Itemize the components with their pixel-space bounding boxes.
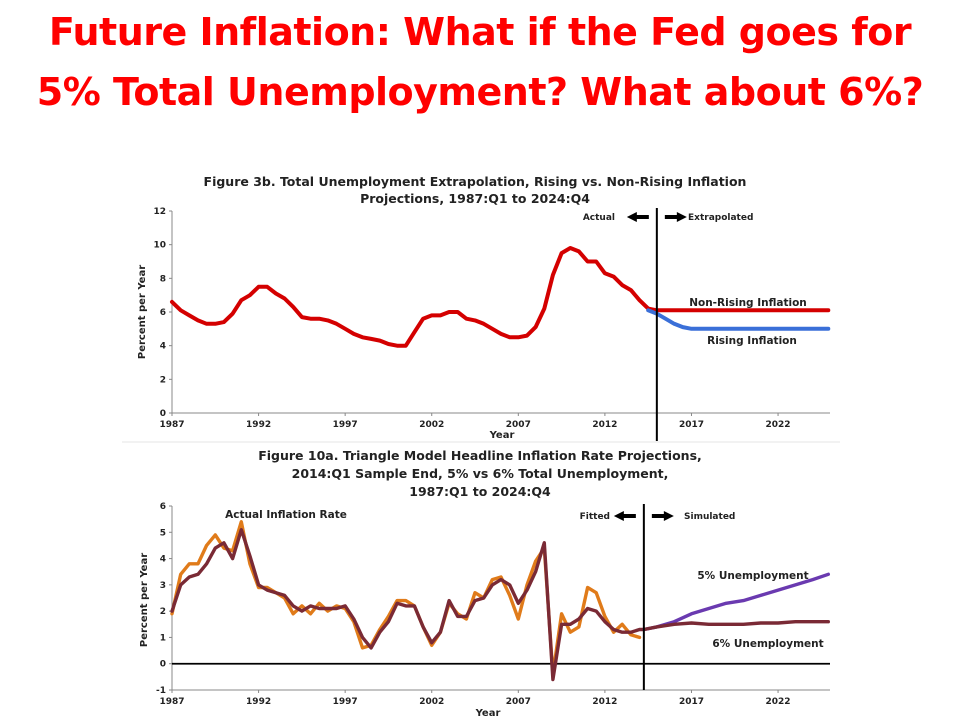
chart1-y-tick-label: 8 bbox=[160, 274, 166, 284]
chart1-x-tick-label: 1992 bbox=[246, 420, 271, 430]
chart2-title-line3: 1987:Q1 to 2024:Q4 bbox=[409, 484, 551, 499]
chart1-xlabel: Year bbox=[489, 430, 515, 441]
chart1-label-rising: Rising Inflation bbox=[707, 335, 797, 347]
chart2-annotation-fitted: Fitted bbox=[580, 512, 610, 522]
chart2-y-tick-label: 6 bbox=[160, 502, 166, 512]
chart1-y-tick-label: 0 bbox=[160, 409, 166, 419]
chart1-annotation-actual: Actual bbox=[583, 213, 615, 223]
chart1-annotation-extrapolated: Extrapolated bbox=[688, 213, 753, 223]
chart2-label-5pct: 5% Unemployment bbox=[697, 570, 808, 582]
chart1-x-tick-label: 1997 bbox=[333, 420, 358, 430]
chart1-x-tick-label: 2017 bbox=[679, 420, 704, 430]
chart1-title-line1: Figure 3b. Total Unemployment Extrapolat… bbox=[204, 174, 747, 189]
chart1-right-arrow bbox=[664, 212, 687, 222]
chart2-label-actual: Actual Inflation Rate bbox=[225, 509, 347, 521]
chart-unemployment: Figure 3b. Total Unemployment Extrapolat… bbox=[122, 170, 840, 441]
chart1-x-tick-label: 2012 bbox=[592, 420, 617, 430]
chart2-y-tick-label: 1 bbox=[160, 633, 166, 643]
chart1-series-rising-inflation bbox=[646, 308, 831, 331]
chart2-x-tick-label: 2022 bbox=[766, 697, 791, 707]
chart-inflation: Figure 10a. Triangle Model Headline Infl… bbox=[139, 448, 830, 719]
chart2-series-5-unemployment bbox=[642, 572, 830, 632]
chart2-title-line2: 2014:Q1 Sample End, 5% vs 6% Total Unemp… bbox=[292, 466, 669, 481]
chart1-title-line2: Projections, 1987:Q1 to 2024:Q4 bbox=[360, 191, 590, 206]
chart2-x-tick-label: 2002 bbox=[419, 697, 444, 707]
chart2-xlabel: Year bbox=[475, 708, 501, 719]
chart1-x-tick-label: 1987 bbox=[159, 420, 184, 430]
chart2-right-arrow bbox=[651, 511, 674, 521]
chart2-y-tick-label: 0 bbox=[160, 660, 166, 670]
chart2-series-6-unemployment bbox=[642, 620, 830, 632]
chart2-y-tick-label: 4 bbox=[160, 555, 166, 565]
chart2-x-tick-label: 1997 bbox=[333, 697, 358, 707]
chart1-y-tick-label: 2 bbox=[160, 375, 166, 385]
chart2-left-arrow bbox=[613, 511, 636, 521]
chart2-series-fitted bbox=[170, 528, 646, 682]
chart1-x-tick-label: 2022 bbox=[766, 420, 791, 430]
chart1-ylabel: Percent per Year bbox=[137, 265, 148, 359]
chart2-title-line1: Figure 10a. Triangle Model Headline Infl… bbox=[258, 448, 702, 463]
chart2-ylabel: Percent per Year bbox=[139, 553, 150, 647]
chart1-label-nonrising: Non-Rising Inflation bbox=[689, 297, 807, 309]
slide-title: Future Inflation: What if the Fed goes f… bbox=[36, 10, 924, 114]
chart2-y-tick-label: 2 bbox=[160, 607, 166, 617]
chart2-x-tick-label: 1987 bbox=[159, 697, 184, 707]
chart2-x-tick-label: 2012 bbox=[592, 697, 617, 707]
chart2-label-6pct: 6% Unemployment bbox=[712, 638, 823, 650]
chart1-x-tick-label: 2007 bbox=[506, 420, 531, 430]
chart2-annotation-simulated: Simulated bbox=[684, 512, 735, 522]
chart2-x-tick-label: 2017 bbox=[679, 697, 704, 707]
chart2-y-tick-label: 5 bbox=[160, 528, 166, 538]
chart1-x-tick-label: 2002 bbox=[419, 420, 444, 430]
chart2-x-tick-label: 2007 bbox=[506, 697, 531, 707]
chart2-y-tick-label: 3 bbox=[160, 581, 166, 591]
chart1-y-tick-label: 6 bbox=[160, 308, 166, 318]
chart1-left-arrow bbox=[626, 212, 649, 222]
chart2-y-tick-label: -1 bbox=[156, 686, 166, 696]
chart2-x-tick-label: 1992 bbox=[246, 697, 271, 707]
chart1-y-tick-label: 12 bbox=[153, 207, 166, 217]
chart1-background bbox=[122, 170, 840, 440]
chart1-y-tick-label: 4 bbox=[160, 342, 166, 352]
chart1-y-tick-label: 10 bbox=[153, 241, 166, 251]
chart2-series-actual-inflation-rate bbox=[170, 520, 642, 676]
